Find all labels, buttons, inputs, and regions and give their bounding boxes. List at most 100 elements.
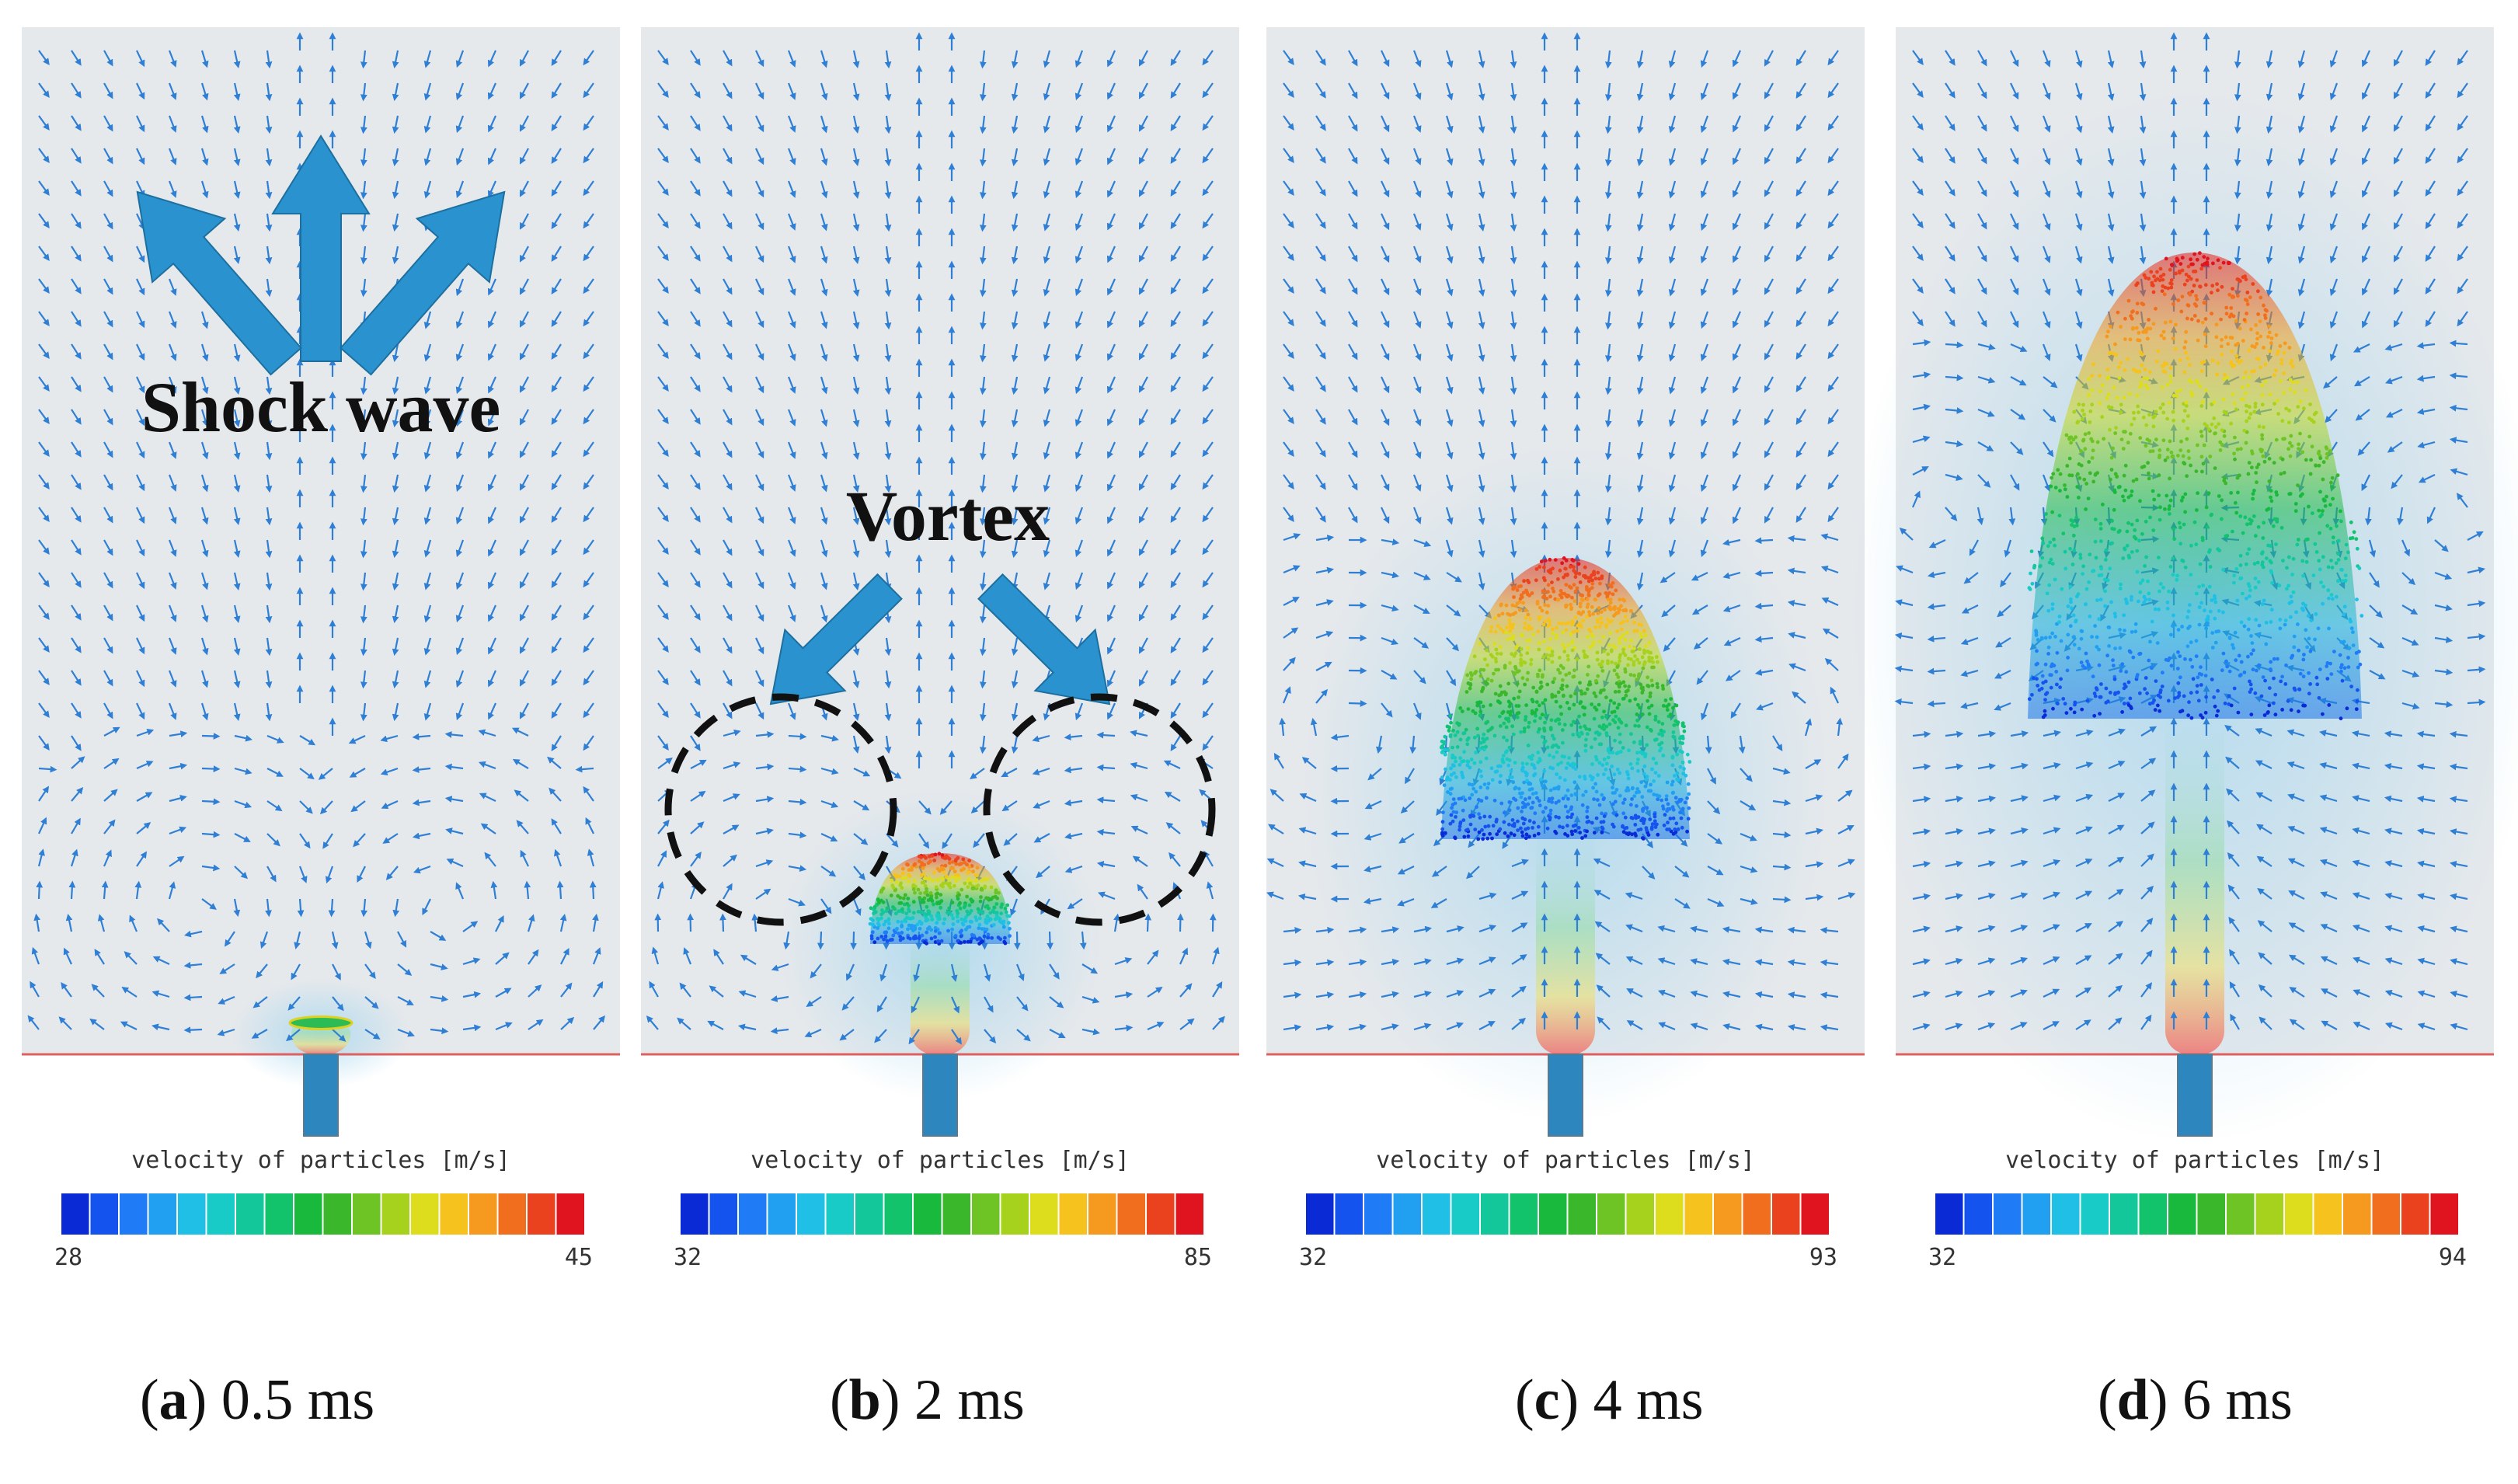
particle: [1593, 730, 1598, 735]
particle: [2250, 344, 2255, 348]
velocity-vector: [360, 213, 367, 232]
velocity-vector: [71, 180, 82, 197]
velocity-vector: [593, 981, 604, 998]
particle: [1513, 585, 1517, 590]
particle: [1541, 701, 1545, 705]
particle: [1509, 709, 1513, 713]
particle: [2113, 646, 2118, 650]
velocity-vector: [551, 376, 562, 393]
velocity-vector: [299, 768, 315, 780]
particle: [2321, 601, 2325, 606]
velocity-vector: [979, 213, 987, 232]
velocity-vector: [820, 180, 828, 199]
particle: [1597, 625, 1602, 629]
particle: [1536, 751, 1541, 754]
particle: [999, 911, 1003, 916]
particle: [1596, 570, 1600, 575]
particle: [2077, 476, 2082, 480]
velocity-vector: [487, 539, 497, 557]
velocity-vector: [852, 213, 860, 232]
particle: [970, 932, 974, 937]
particle: [882, 922, 886, 927]
particle: [1595, 620, 1600, 625]
velocity-vector: [201, 798, 221, 806]
velocity-vector: [820, 148, 828, 166]
velocity-vector: [30, 981, 40, 998]
velocity-vector: [430, 963, 448, 970]
particle: [2198, 562, 2203, 566]
particle: [2199, 434, 2204, 438]
velocity-vector: [423, 50, 432, 68]
velocity-vector: [200, 670, 209, 688]
velocity-vector: [592, 947, 601, 965]
velocity-vector: [519, 441, 529, 458]
particle: [921, 866, 925, 870]
velocity-vector: [233, 572, 241, 590]
particle: [973, 915, 978, 919]
color-scale-cell: [1771, 1192, 1802, 1236]
particle: [1559, 686, 1563, 691]
particle: [1602, 814, 1607, 818]
particle: [1556, 667, 1560, 672]
particle: [2335, 473, 2340, 478]
particle: [1502, 820, 1506, 824]
particle: [1621, 811, 1626, 816]
particle: [1611, 811, 1616, 815]
velocity-vector: [169, 855, 185, 867]
particle: [2095, 598, 2099, 602]
particle: [897, 932, 900, 935]
velocity-vector: [583, 278, 594, 294]
particle: [2109, 477, 2112, 482]
color-scale-cell: [380, 1192, 411, 1236]
velocity-vector: [852, 180, 860, 199]
particle: [880, 908, 884, 912]
particle: [1489, 629, 1493, 633]
particle: [1564, 766, 1569, 770]
velocity-vector: [850, 931, 858, 950]
particle: [924, 855, 928, 860]
particle: [2308, 472, 2313, 476]
particle: [2308, 402, 2312, 406]
particle: [2105, 653, 2110, 658]
particle: [956, 894, 959, 898]
vortex-label: Vortex: [846, 476, 1050, 556]
velocity-vector: [519, 507, 529, 524]
particle: [1649, 703, 1654, 708]
particle: [2087, 392, 2091, 397]
particle: [1626, 663, 1630, 667]
particle: [2249, 327, 2253, 332]
velocity-vector: [495, 952, 510, 965]
velocity-vector: [101, 880, 109, 900]
particle: [2118, 587, 2123, 590]
velocity-vector: [103, 246, 113, 263]
particle: [2203, 262, 2207, 266]
particle: [1656, 660, 1660, 664]
particle: [2247, 348, 2252, 353]
particle: [2267, 703, 2272, 708]
color-scale-cell: [824, 1192, 855, 1236]
velocity-vector: [1927, 700, 1946, 708]
particle: [2151, 424, 2156, 429]
particle: [1556, 762, 1560, 767]
velocity-vector: [462, 957, 481, 966]
particle: [2159, 333, 2164, 338]
particle: [2168, 267, 2172, 272]
particle: [1583, 565, 1587, 570]
particle: [2168, 504, 2171, 508]
particle: [2247, 547, 2252, 552]
particle: [1629, 816, 1634, 820]
velocity-vector: [183, 994, 203, 1002]
particle: [2186, 414, 2190, 418]
particle: [2217, 608, 2221, 613]
velocity-vector: [200, 604, 209, 623]
particle: [1507, 808, 1512, 813]
particle: [999, 905, 1004, 909]
particle: [1539, 680, 1543, 685]
particle: [2251, 667, 2255, 672]
particle: [1558, 568, 1562, 573]
particle: [1634, 834, 1638, 838]
particle: [882, 937, 886, 942]
particle: [925, 918, 930, 922]
particle: [1638, 705, 1642, 710]
scale-max-label: 45: [565, 1244, 593, 1271]
